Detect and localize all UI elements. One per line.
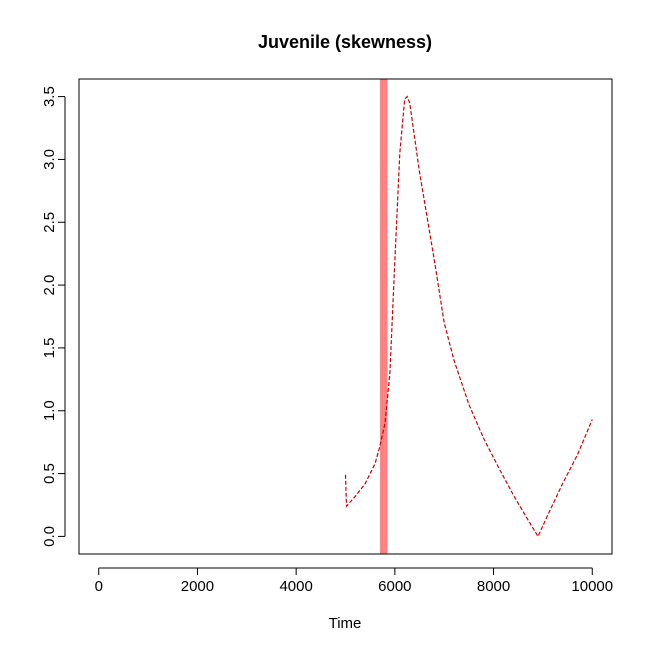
series-line-0 <box>344 95 593 538</box>
y-tick-label: 0.5 <box>41 463 58 484</box>
x-axis: 0 2000 4000 6000 8000 10000 <box>95 567 613 595</box>
plot-area-frame <box>78 78 613 555</box>
x-tick-label: 8000 <box>477 578 510 595</box>
x-axis-label: Time <box>329 615 362 632</box>
y-tick-label: 3.5 <box>41 86 58 107</box>
chart-title: Juvenile (skewness) <box>258 32 432 52</box>
series-layer <box>344 95 593 538</box>
highlight-band-layer <box>380 79 388 554</box>
y-tick-label: 2.0 <box>41 275 58 296</box>
y-tick-label: 3.0 <box>41 149 58 170</box>
x-tick-label: 4000 <box>279 578 312 595</box>
x-tick-label: 2000 <box>181 578 214 595</box>
y-tick-label: 1.5 <box>41 337 58 358</box>
x-tick-label: 6000 <box>378 578 411 595</box>
x-tick-label: 0 <box>95 578 103 595</box>
y-tick-label: 0.0 <box>41 526 58 547</box>
x-tick-label: 10000 <box>571 578 613 595</box>
y-tick-label: 1.0 <box>41 400 58 421</box>
highlight-band <box>380 79 388 554</box>
y-axis: 0.0 0.5 1.0 1.5 2.0 2.5 3.0 3.5 <box>41 86 66 547</box>
y-tick-label: 2.5 <box>41 212 58 233</box>
